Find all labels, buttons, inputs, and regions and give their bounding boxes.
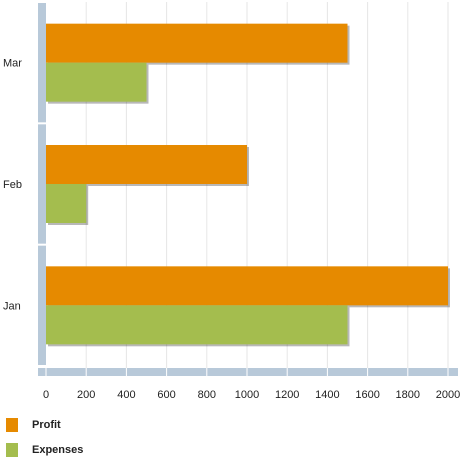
legend: Profit Expenses xyxy=(6,412,206,462)
legend-swatch-expenses xyxy=(6,443,18,457)
legend-item-expenses[interactable]: Expenses xyxy=(6,443,83,457)
x-tick-label: 2000 xyxy=(436,389,460,401)
category-label-jan: Jan xyxy=(3,300,21,312)
legend-swatch-profit xyxy=(6,418,18,432)
bar-expenses-jan xyxy=(46,305,348,345)
legend-label-profit: Profit xyxy=(32,419,61,431)
x-tick-label: 1000 xyxy=(235,389,259,401)
bar-profit-jan xyxy=(46,266,448,306)
x-tick-label: 800 xyxy=(198,389,216,401)
x-tick-label: 1800 xyxy=(396,389,420,401)
bar-expenses-feb xyxy=(46,184,87,223)
category-label-mar: Mar xyxy=(3,58,22,70)
category-label-feb: Feb xyxy=(3,179,22,191)
y-axis-segment xyxy=(38,124,46,244)
x-tick-label: 1400 xyxy=(315,389,339,401)
x-tick-label: 1600 xyxy=(355,389,379,401)
bar-profit-feb xyxy=(46,145,247,184)
x-tick-label: 600 xyxy=(157,389,175,401)
bar-chart: Jan Feb Mar 0 200 400 600 800 1000 1200 1400 1600 18… xyxy=(3,2,460,401)
y-axis-segment xyxy=(38,3,46,123)
x-tick-label: 200 xyxy=(77,389,95,401)
y-axis-segment xyxy=(38,245,46,365)
bar-profit-mar xyxy=(46,23,348,63)
x-tick-label: 400 xyxy=(117,389,135,401)
x-axis-band xyxy=(38,368,458,376)
bar-expenses-mar xyxy=(46,62,147,102)
legend-item-profit[interactable]: Profit xyxy=(6,418,61,432)
x-tick-label: 0 xyxy=(43,389,49,401)
x-tick-label: 1200 xyxy=(275,389,299,401)
legend-label-expenses: Expenses xyxy=(32,444,84,456)
